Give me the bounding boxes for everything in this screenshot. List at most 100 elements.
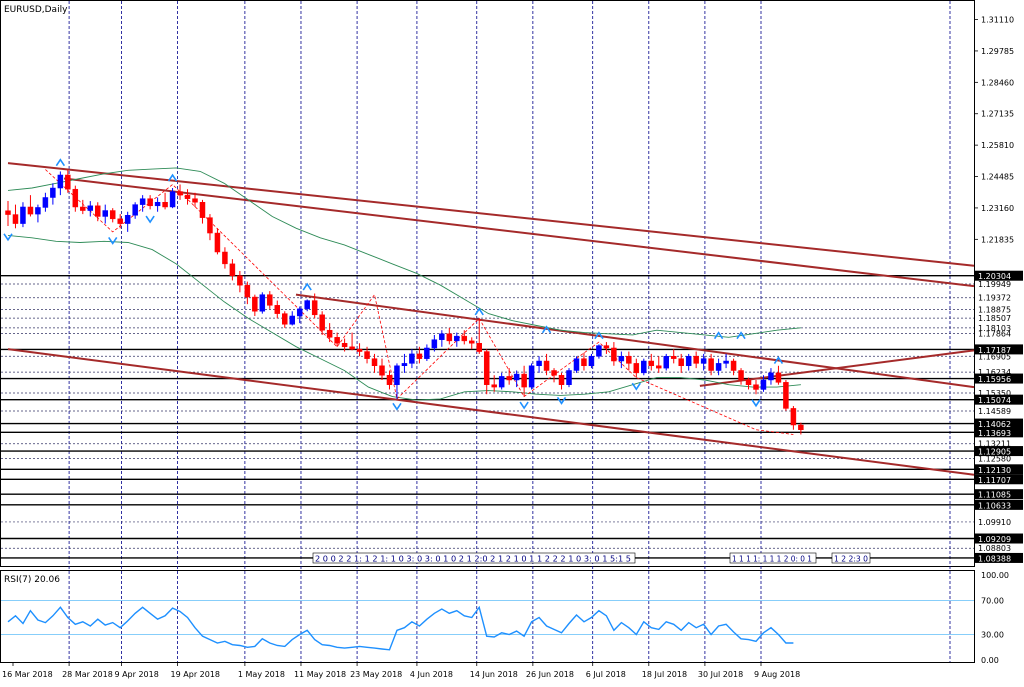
price-level-label-box <box>975 489 1023 500</box>
candle-body <box>132 204 138 216</box>
candle-body <box>356 348 363 352</box>
price-level-label: 1.09209 <box>978 535 1011 544</box>
candle-body <box>596 345 602 357</box>
candle-body <box>371 358 378 367</box>
price-level-label-box <box>975 552 1023 563</box>
candle-body <box>439 333 445 340</box>
candle-body <box>177 191 183 196</box>
candle-body <box>446 333 453 342</box>
fractal-up-marker <box>773 356 784 365</box>
candle-body <box>394 365 400 385</box>
price-level-label: 1.12130 <box>978 466 1011 475</box>
fractal-up-marker <box>736 331 746 340</box>
trade-labels-text-a: 2 0 0 2 2 1: 1 2 1: 1 0 3: 0 3: 0 1 0 2 … <box>315 555 631 564</box>
candle-body <box>237 275 243 286</box>
rsi-tick-label: 100.00 <box>981 571 1009 580</box>
candle-body <box>274 305 281 314</box>
candle-body <box>551 370 557 376</box>
fractal-down-marker <box>3 233 13 242</box>
candle-body <box>259 294 266 312</box>
candle-body <box>364 351 370 359</box>
price-level-label: 1.15956 <box>978 375 1011 384</box>
candle-body <box>715 363 722 371</box>
candle-body <box>723 360 729 364</box>
candle-body <box>65 174 71 190</box>
candle-body <box>12 214 19 224</box>
price-level-label-box <box>975 394 1023 405</box>
candle-body <box>229 263 236 276</box>
price-level-label: 1.15350 <box>978 389 1011 398</box>
candle-body <box>207 217 213 234</box>
fractal-down-marker <box>108 236 118 245</box>
candle-body <box>700 358 707 364</box>
rsi-tick-label: 70.00 <box>981 597 1004 606</box>
candle-body <box>42 197 49 208</box>
candle-body <box>124 215 131 224</box>
candle-body <box>536 360 542 367</box>
price-level-label-box <box>975 446 1023 457</box>
price-pane-frame <box>0 0 975 567</box>
zigzag-indicator <box>45 169 794 435</box>
candle-body <box>469 340 475 344</box>
fractal-down-marker <box>519 401 529 410</box>
date-tick-label: 4 Jun 2018 <box>410 670 453 679</box>
price-level-label: 1.18875 <box>978 305 1011 314</box>
candle-body <box>311 300 318 316</box>
candle-body <box>192 198 198 203</box>
candle-body <box>798 424 804 430</box>
trade-labels-text-b: 1 1 1 1: 1 1 1 2 0: 0 1 <box>732 555 812 564</box>
candle-body <box>603 345 610 349</box>
fractal-up-marker <box>541 325 552 334</box>
candle-body <box>483 351 490 385</box>
price-level-label: 1.16905 <box>978 352 1011 361</box>
fractal-up-marker <box>302 282 312 291</box>
fractal-down-marker <box>556 396 567 405</box>
candle-body <box>775 372 782 383</box>
candle-body <box>319 314 325 331</box>
trendline <box>295 293 975 389</box>
rsi-pane-frame <box>0 570 975 663</box>
price-level-label: 1.12580 <box>978 455 1011 464</box>
candle-body <box>386 374 393 385</box>
price-level-label: 1.10633 <box>978 501 1011 510</box>
price-level-label: 1.19949 <box>978 280 1011 289</box>
candle-body <box>693 356 699 364</box>
price-level-label-box <box>975 427 1023 438</box>
candle-body <box>708 358 714 371</box>
price-level-label: 1.17864 <box>978 330 1011 339</box>
candle-body <box>641 360 647 374</box>
candle-body <box>57 174 64 189</box>
rsi-tick-label: 30.00 <box>981 631 1004 640</box>
candle-body <box>214 232 221 253</box>
candle-body <box>326 329 333 338</box>
candle-body <box>252 296 258 312</box>
candle-body <box>685 356 692 367</box>
candle-body <box>50 187 56 198</box>
rsi-indicator <box>1 600 974 651</box>
candle-body <box>783 382 789 409</box>
candle-body <box>543 360 550 371</box>
candle-body <box>341 342 348 348</box>
candle-body <box>461 335 468 342</box>
candle-body <box>476 342 482 352</box>
candle-body <box>20 206 26 224</box>
date-tick-label: 6 Jul 2018 <box>586 670 626 679</box>
candle-body <box>768 372 774 381</box>
candle-body <box>147 198 153 207</box>
candle-body <box>27 206 34 215</box>
candle-body <box>267 294 273 306</box>
candle-body <box>304 300 310 310</box>
candle-body <box>528 365 535 388</box>
price-tick-label: 1.29785 <box>981 47 1014 56</box>
candle-body <box>87 205 94 211</box>
trade-labels-text-c: 1 2 2:3 0 <box>834 555 868 564</box>
price-tick-label: 1.24485 <box>981 173 1014 182</box>
bollinger-bands <box>7 167 801 401</box>
price-level-label: 1.15074 <box>978 396 1011 405</box>
candle-body <box>401 363 408 367</box>
price-axis: 1.31110 1.29785 1.28460 1.27135 1.25810 1.244… <box>974 16 1014 244</box>
trade-labels-box-b <box>729 552 817 564</box>
price-level-label: 1.14589 <box>978 407 1011 416</box>
